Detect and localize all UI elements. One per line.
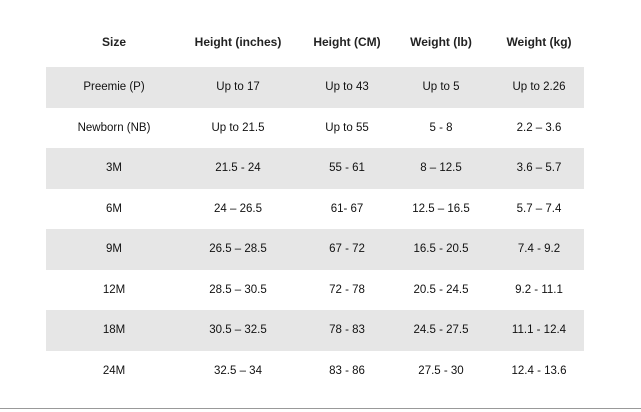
table-cell: 83 - 86 (329, 364, 365, 377)
table-cell: 21.5 - 24 (215, 162, 261, 175)
column-header: Height (inches) (194, 35, 282, 49)
table-cell: 3.6 – 5.7 (516, 162, 562, 175)
table-cell: 2.2 – 3.6 (516, 121, 562, 134)
table-cell: 9.2 - 11.1 (515, 283, 563, 296)
table-cell: 6M (106, 202, 122, 215)
table-row (46, 270, 584, 311)
divider (0, 408, 641, 409)
table-cell: 5 - 8 (429, 121, 453, 134)
table-cell: Up to 17 (216, 81, 260, 94)
table-cell: 72 - 78 (329, 283, 365, 296)
table-cell: 5.7 – 7.4 (516, 202, 562, 215)
table-cell: 16.5 - 20.5 (413, 243, 469, 256)
table-cell: 55 - 61 (329, 162, 365, 175)
table-row (46, 229, 584, 270)
table-cell: Preemie (P) (83, 81, 145, 94)
table-cell: 7.4 - 9.2 (517, 243, 561, 256)
table-cell: 24.5 - 27.5 (413, 324, 469, 337)
table-cell: 24 – 26.5 (214, 202, 262, 215)
table-row (46, 351, 584, 392)
table-cell: 32.5 – 34 (214, 364, 262, 377)
column-header: Size (101, 35, 127, 49)
table-cell: 20.5 - 24.5 (413, 283, 469, 296)
table-cell: 67 - 72 (329, 243, 365, 256)
table-cell: Up to 21.5 (211, 121, 265, 134)
table-cell: 24M (102, 364, 126, 377)
table-cell: 3M (106, 162, 122, 175)
table-row (46, 310, 584, 351)
table-cell: 61- 67 (330, 202, 364, 215)
table-cell: 18M (102, 324, 126, 337)
table-cell: Up to 5 (422, 81, 460, 94)
table-cell: 26.5 – 28.5 (209, 243, 267, 256)
table-cell: 30.5 – 32.5 (209, 324, 267, 337)
column-header: Height (CM) (313, 35, 381, 49)
table-cell: 8 – 12.5 (420, 162, 462, 175)
table-cell: 12.5 – 16.5 (412, 202, 470, 215)
table-cell: 9M (106, 243, 122, 256)
table-cell: 12.4 - 13.6 (511, 364, 567, 377)
table-cell: 11.1 - 12.4 (511, 324, 567, 337)
table-row (46, 189, 584, 230)
table-cell: Up to 2.26 (512, 81, 566, 94)
table-cell: 78 - 83 (329, 324, 365, 337)
table-row (46, 67, 584, 108)
table-cell: Up to 43 (325, 81, 369, 94)
table-cell: Up to 55 (325, 121, 369, 134)
table-cell: Newborn (NB) (77, 121, 151, 134)
table-row (46, 148, 584, 189)
table-cell: 28.5 – 30.5 (209, 283, 267, 296)
table-cell: 27.5 - 30 (418, 364, 464, 377)
column-header: Weight (lb) (410, 35, 472, 49)
table-cell: 12M (102, 283, 126, 296)
column-header: Weight (kg) (506, 35, 572, 49)
